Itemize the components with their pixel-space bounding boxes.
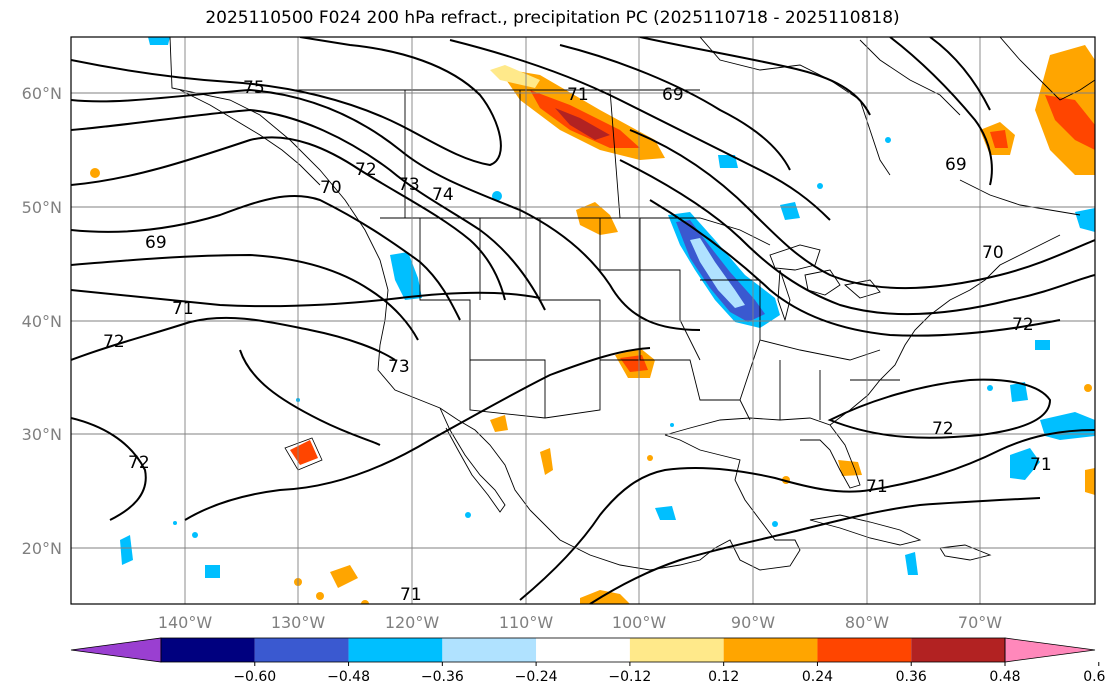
precip-negative-areas — [120, 37, 1095, 578]
contour-label: 72 — [1012, 315, 1034, 335]
colorbar-frame — [160, 637, 1006, 663]
colorbar-extend-high — [1004, 637, 1096, 663]
colorbar-tick-label: 0.48 — [989, 669, 1020, 685]
contour-label: 72 — [128, 453, 150, 473]
colorbar-tick-label: 0.12 — [708, 669, 739, 685]
map-frame — [70, 36, 1096, 605]
colorbar-segment — [348, 638, 443, 662]
contour-label: 72 — [932, 419, 954, 439]
contour-label: 73 — [388, 357, 410, 377]
map-title: 2025110500 F024 200 hPa refract., precip… — [205, 8, 900, 28]
colorbar-tick-label: −0.48 — [327, 669, 370, 685]
colorbar-segment — [629, 638, 724, 662]
colorbar-segment — [442, 638, 537, 662]
colorbar-segment — [911, 638, 1005, 662]
colorbar-tick-label: −0.12 — [608, 669, 651, 685]
colorbar-tick-label: −0.60 — [233, 669, 276, 685]
lon-label-130w: 130°W — [271, 613, 326, 632]
colorbar: −0.60 −0.48 −0.36 −0.24 −0.12 0.12 0.24 0.36 0.4… — [70, 637, 1105, 685]
refractivity-contours — [71, 37, 1095, 604]
lon-label-80w: 80°W — [845, 613, 889, 632]
contour-label: 71 — [172, 299, 194, 319]
contour-labels: 75 71 69 72 73 74 70 71 72 73 72 71 72 7… — [103, 78, 1052, 605]
contour-label: 74 — [432, 185, 454, 205]
contour-label: 72 — [103, 332, 125, 352]
contour-label: 73 — [398, 175, 420, 195]
contour-label: 69 — [662, 85, 684, 105]
contour-label: 69 — [945, 155, 967, 175]
contour-label: 69 — [145, 233, 167, 253]
colorbar-segment — [254, 638, 349, 662]
contour-label: 70 — [320, 178, 342, 198]
colorbar-extend-low — [70, 637, 162, 663]
lat-label-30n: 30°N — [22, 425, 62, 444]
lon-label-70w: 70°W — [958, 613, 1002, 632]
contour-label: 71 — [1030, 455, 1052, 475]
contour-label: 71 — [866, 477, 888, 497]
colorbar-tick-label: 0.24 — [802, 669, 833, 685]
latitude-labels: 60°N 50°N 40°N 30°N 20°N — [22, 84, 62, 558]
colorbar-tick-label: −0.24 — [515, 669, 558, 685]
lat-label-40n: 40°N — [22, 312, 62, 331]
lat-label-20n: 20°N — [22, 539, 62, 558]
colorbar-tick-label: −0.36 — [421, 669, 464, 685]
lat-label-60n: 60°N — [22, 84, 62, 103]
colorbar-segment — [723, 638, 818, 662]
lon-label-90w: 90°W — [731, 613, 775, 632]
lat-label-50n: 50°N — [22, 198, 62, 217]
contour-label: 75 — [243, 78, 265, 98]
contour-label: 72 — [355, 160, 377, 180]
lon-label-140w: 140°W — [158, 613, 213, 632]
lon-label-110w: 110°W — [499, 613, 554, 632]
contour-label: 71 — [567, 85, 589, 105]
contour-label: 70 — [982, 243, 1004, 263]
contour-label: 71 — [400, 585, 422, 605]
lon-label-100w: 100°W — [612, 613, 667, 632]
colorbar-tick-label: 0.36 — [896, 669, 927, 685]
colorbar-segment — [161, 638, 255, 662]
lon-label-120w: 120°W — [385, 613, 440, 632]
colorbar-segment — [536, 638, 630, 662]
colorbar-tick-label: 0.60 — [1083, 669, 1105, 685]
colorbar-segment — [817, 638, 912, 662]
longitude-labels: 140°W 130°W 120°W 110°W 100°W 90°W 80°W … — [158, 613, 1002, 632]
